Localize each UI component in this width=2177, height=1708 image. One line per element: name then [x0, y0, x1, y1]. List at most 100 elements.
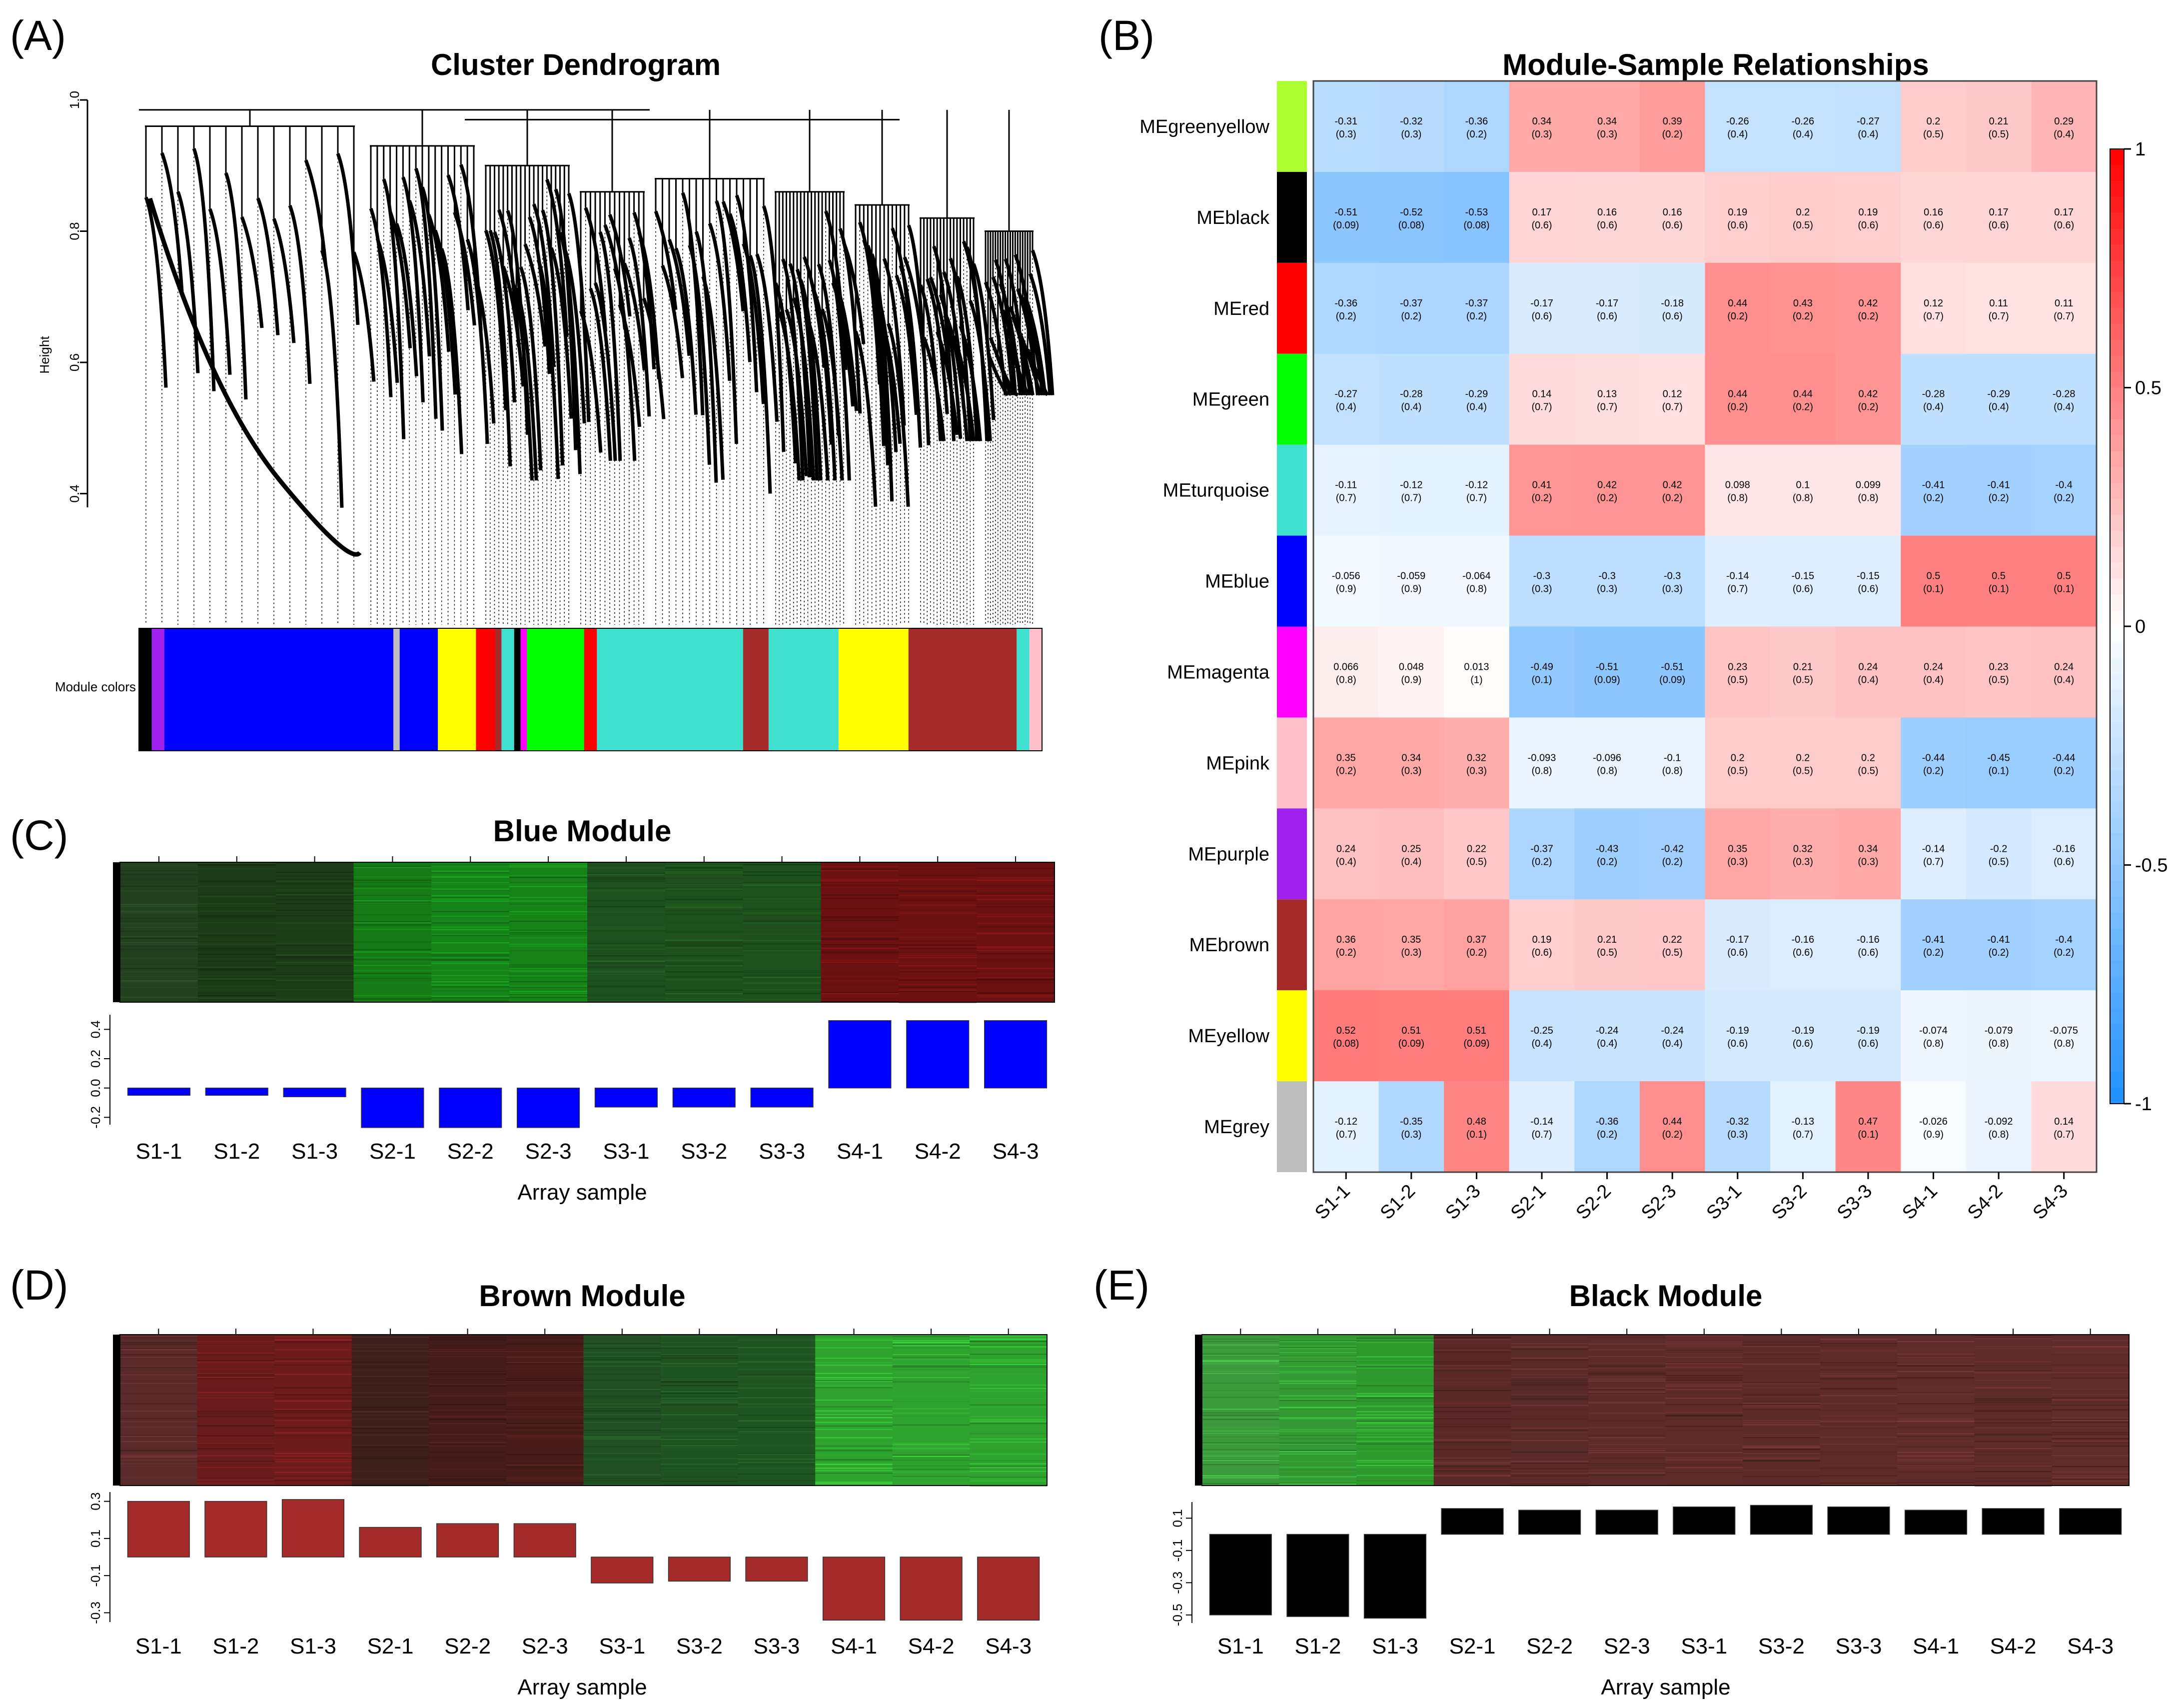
expression-stripe — [351, 1392, 429, 1394]
heatmap-cell-value: 0.099 — [1856, 480, 1881, 491]
heatmap-cell-pvalue: (0.08) — [1463, 220, 1489, 231]
expression-stripe — [1511, 1470, 1588, 1472]
expression-stripe — [738, 1444, 816, 1446]
expression-stripe — [583, 1348, 661, 1349]
heatmap-cell-pvalue: (0.4) — [1923, 402, 1944, 413]
heatmap-cell-pvalue: (0.2) — [1531, 493, 1552, 504]
heatmap-cell-value: 0.17 — [1989, 207, 2009, 218]
expression-stripe — [275, 873, 354, 874]
expression-stripe — [120, 944, 198, 946]
heatmap-cell — [1835, 262, 1901, 354]
expression-stripe — [815, 1421, 893, 1422]
dendrogram-leaf-cluster — [369, 207, 393, 397]
expression-stripe — [120, 876, 198, 878]
heatmap-cell-value: 0.32 — [1793, 843, 1813, 854]
expression-stripe — [1511, 1478, 1588, 1479]
expression-stripe — [1974, 1427, 2052, 1429]
expression-stripe — [120, 1357, 197, 1358]
eigengene-bar — [668, 1557, 731, 1582]
expression-stripe — [970, 1407, 1047, 1408]
dendrogram-leaf-cluster — [728, 213, 752, 362]
dendrogram-leaf-cluster — [694, 231, 718, 483]
expression-stripe — [1820, 1345, 1898, 1347]
expression-stripe — [587, 926, 665, 927]
expression-stripe — [506, 1400, 584, 1402]
expression-stripe — [120, 879, 198, 881]
expression-stripe — [1279, 1383, 1357, 1384]
expression-stripe — [431, 920, 510, 922]
colorbar-step — [2110, 1088, 2124, 1104]
heatmap-cell — [1770, 81, 1836, 172]
colorbar-step — [2110, 626, 2124, 643]
expression-stripe — [970, 1478, 1047, 1480]
expression-stripe — [1588, 1402, 1666, 1404]
expression-stripe — [899, 884, 977, 886]
expression-stripe — [661, 1458, 738, 1460]
heatmap-row-color — [1277, 808, 1307, 900]
expression-stripe — [738, 1430, 816, 1432]
heatmap-cell-pvalue: (0.1) — [1858, 1129, 1878, 1140]
expression-stripe — [120, 924, 198, 926]
expression-stripe — [351, 1428, 429, 1429]
expression-stripe — [120, 1366, 197, 1368]
expression-stripe — [351, 1407, 429, 1408]
heatmap-cell-pvalue: (0.5) — [1858, 765, 1878, 776]
expression-stripe — [815, 1450, 893, 1451]
heatmap-cell-value: -0.41 — [1922, 934, 1945, 945]
expression-stripe — [1433, 1350, 1511, 1352]
expression-stripe — [1511, 1446, 1588, 1447]
expression-stripe — [661, 1382, 738, 1383]
expression-stripe — [1356, 1397, 1434, 1398]
heatmap-cell-pvalue: (0.5) — [1597, 947, 1617, 958]
expression-stripe — [120, 1342, 197, 1344]
expression-stripe — [1356, 1467, 1434, 1469]
expression-stripe — [1588, 1343, 1666, 1345]
expression-stripe — [120, 980, 198, 981]
expression-stripe — [506, 1429, 584, 1431]
dendrogram-leaf-cluster — [224, 172, 248, 400]
heatmap-cell-value: -0.17 — [1596, 298, 1619, 309]
expression-stripe — [815, 1440, 893, 1442]
expression-stripe — [1974, 1421, 2052, 1423]
heatmap-row-label: MEgreen — [1192, 389, 1269, 410]
expression-stripe — [587, 928, 665, 930]
expression-stripe — [120, 945, 198, 947]
expression-stripe — [1665, 1426, 1743, 1427]
expression-stripe — [275, 972, 354, 974]
expression-stripe — [970, 1463, 1047, 1465]
expression-stripe — [1820, 1367, 1898, 1369]
expression-stripe — [275, 876, 354, 877]
heatmap-cell-value: -0.3 — [1533, 571, 1550, 582]
expression-stripe — [1202, 1349, 1279, 1350]
heatmap-cell — [1313, 81, 1379, 172]
expression-stripe — [661, 1414, 738, 1416]
expression-stripe — [120, 1458, 197, 1460]
expression-stripe — [1279, 1429, 1357, 1431]
expression-stripe — [120, 1426, 197, 1428]
expression-stripe — [583, 1338, 661, 1340]
heatmap-cell-pvalue: (0.3) — [1401, 129, 1421, 140]
heatmap-cell — [1444, 899, 1510, 991]
dendrogram-leaf-cluster — [192, 148, 216, 391]
expression-stripe — [970, 1404, 1047, 1406]
expression-stripe — [899, 869, 977, 870]
expression-stripe — [120, 877, 198, 878]
expression-stripe — [1433, 1339, 1511, 1341]
expression-stripe — [1356, 1480, 1434, 1482]
expression-stripe — [743, 999, 821, 1001]
expression-stripe — [1820, 1444, 1898, 1445]
expression-stripe — [197, 896, 276, 897]
expression-stripe — [351, 1347, 429, 1348]
expression-stripe — [738, 1369, 816, 1370]
expression-stripe — [583, 1408, 661, 1410]
heatmap-cell-value: -0.096 — [1593, 752, 1621, 763]
dendrogram-leaf-cluster — [336, 153, 360, 325]
expression-stripe — [509, 970, 587, 972]
expression-stripe — [1356, 1426, 1434, 1428]
expression-stripe — [120, 1403, 197, 1405]
expression-stripe — [120, 1477, 197, 1479]
heatmap-cell — [2031, 626, 2097, 718]
expression-stripe — [1897, 1378, 1975, 1379]
expression-stripe — [431, 888, 510, 890]
expression-stripe — [274, 1481, 352, 1483]
